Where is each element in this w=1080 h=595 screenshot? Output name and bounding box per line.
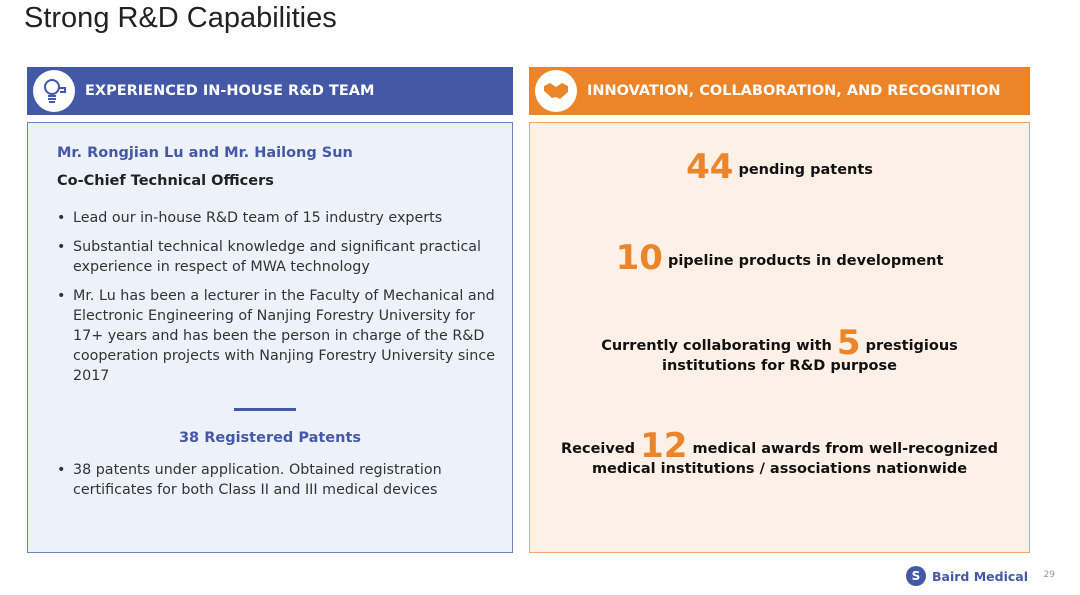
stat-text: Received <box>560 441 636 457</box>
stat-number: 12 <box>640 426 688 466</box>
bullet: 38 patents under application. Obtained r… <box>57 460 497 500</box>
baird-logo-icon: S <box>906 566 926 586</box>
brand-logo: S Baird Medical <box>906 566 1028 586</box>
stat-awards: Received 12 medical awards from well-rec… <box>530 429 1029 479</box>
stat-number: 10 <box>615 238 663 278</box>
lightbulb-icon <box>33 70 75 112</box>
team-bullets: Lead our in-house R&D team of 15 industr… <box>57 208 497 395</box>
right-header-text: INNOVATION, COLLABORATION, AND RECOGNITI… <box>587 83 1001 99</box>
stat-text: pipeline products in development <box>667 253 944 269</box>
stat-text: prestigious <box>865 338 958 354</box>
stat-text: institutions for R&D purpose <box>662 358 897 374</box>
innovation-panel: 44 pending patents 10 pipeline products … <box>529 122 1030 553</box>
left-header-text: EXPERIENCED IN-HOUSE R&D TEAM <box>85 83 375 99</box>
divider <box>234 408 296 411</box>
stat-number: 44 <box>686 147 734 187</box>
left-section-header: EXPERIENCED IN-HOUSE R&D TEAM <box>27 67 513 115</box>
bullet: Mr. Lu has been a lecturer in the Facult… <box>57 286 497 386</box>
stat-text: pending patents <box>738 162 873 178</box>
stat-institutions: Currently collaborating with 5 prestigio… <box>530 326 1029 376</box>
stat-text: medical awards from well-recognized <box>692 441 999 457</box>
page-number: 29 <box>1043 570 1055 580</box>
stat-pipeline: 10 pipeline products in development <box>530 241 1029 275</box>
stat-pending-patents: 44 pending patents <box>530 150 1029 184</box>
stat-text: Currently collaborating with <box>601 338 832 354</box>
stat-text: medical institutions / associations nati… <box>591 461 968 477</box>
team-panel: Mr. Rongjian Lu and Mr. Hailong Sun Co-C… <box>27 122 513 553</box>
handshake-icon <box>535 70 577 112</box>
officer-names: Mr. Rongjian Lu and Mr. Hailong Sun <box>57 145 353 161</box>
page-title: Strong R&D Capabilities <box>24 2 337 34</box>
patents-bullets: 38 patents under application. Obtained r… <box>57 460 497 509</box>
bullet: Substantial technical knowledge and sign… <box>57 237 497 277</box>
stat-number: 5 <box>836 323 861 363</box>
officer-role: Co-Chief Technical Officers <box>57 173 274 189</box>
bullet: Lead our in-house R&D team of 15 industr… <box>57 208 497 228</box>
brand-name: Baird Medical <box>932 568 1028 584</box>
right-section-header: INNOVATION, COLLABORATION, AND RECOGNITI… <box>529 67 1030 115</box>
patents-title: 38 Registered Patents <box>178 430 362 446</box>
